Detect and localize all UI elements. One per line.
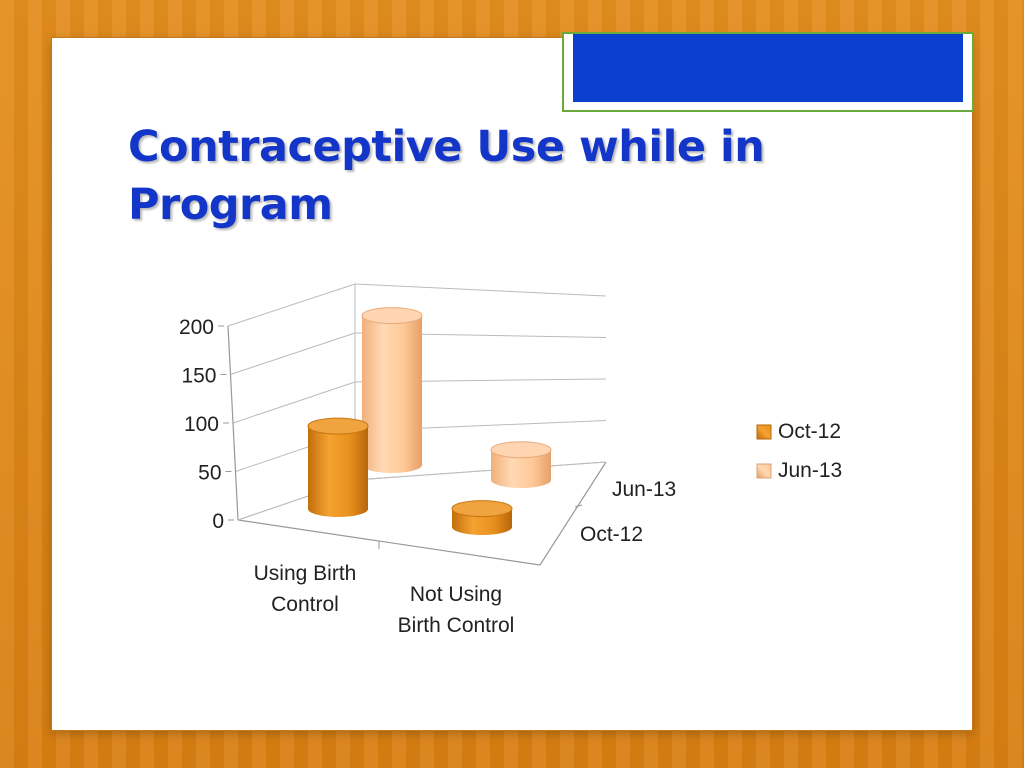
bar-jun-13-using: [361, 307, 423, 473]
header-accent-box: [562, 32, 974, 112]
depth-axis-label: Oct-12: [580, 523, 643, 546]
y-axis-front: [227, 325, 239, 521]
bar-body: [362, 315, 422, 473]
depth-axis-floor: [539, 461, 607, 566]
category-label: Using Birth Control: [254, 562, 357, 616]
y-tick-label: 100: [184, 413, 219, 436]
bar-body: [308, 426, 368, 517]
gridline-side: [232, 381, 356, 424]
bar-body: [491, 449, 551, 488]
category-label: Not Using Birth Control: [398, 583, 515, 637]
legend-swatch: [756, 424, 772, 440]
bar-top: [361, 307, 423, 325]
chart-bars: [307, 307, 552, 535]
legend-label: Jun-13: [778, 459, 842, 482]
bar-oct-12-not-using: [451, 500, 513, 535]
legend-swatch: [756, 463, 772, 479]
y-tick-label: 50: [198, 462, 221, 485]
chart-legend: Oct-12 Jun-13: [756, 420, 842, 482]
slide-title: Contraceptive Use while in Program: [128, 122, 765, 230]
gridline-back: [354, 283, 607, 297]
slide-panel: [52, 32, 974, 730]
bar-top: [451, 500, 513, 518]
bar-jun-13-not-using: [490, 441, 552, 488]
floor-back: [354, 461, 607, 481]
depth-tick-mark: [574, 504, 583, 508]
depth-axis-label: Jun-13: [612, 478, 676, 501]
y-tick-label: 150: [181, 365, 216, 388]
legend-label: Oct-12: [778, 420, 841, 443]
gridline-side: [230, 332, 356, 375]
y-tick-label: 200: [179, 316, 214, 339]
chart-labels: 200 150 100 50 0 Using Birth Control Not Using B…: [179, 316, 676, 637]
bar-top: [490, 441, 552, 459]
x-axis-floor-front: [237, 519, 541, 566]
y-tick-label: 0: [212, 510, 224, 533]
bar-oct-12-using: [307, 417, 369, 517]
gridline-side: [227, 283, 356, 327]
bar-top: [307, 417, 369, 435]
